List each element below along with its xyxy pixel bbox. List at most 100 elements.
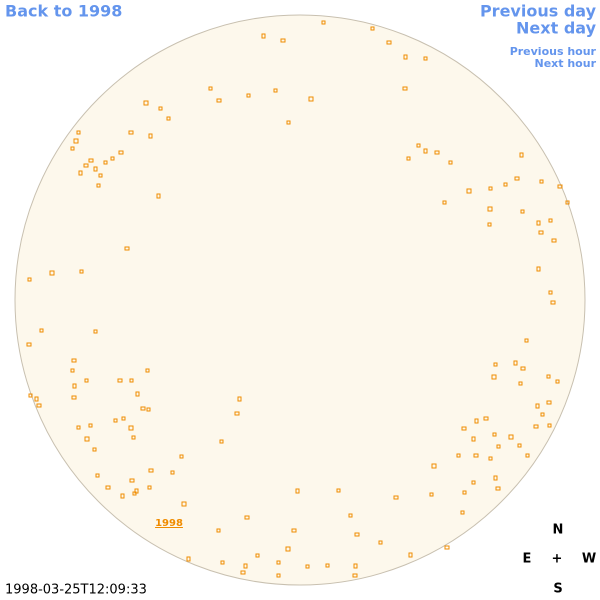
- active-region: [117, 378, 123, 383]
- active-region: [132, 491, 137, 496]
- active-region: [536, 266, 541, 272]
- active-region: [128, 425, 134, 431]
- active-region: [83, 163, 89, 168]
- active-region: [145, 368, 150, 373]
- active-region: [220, 560, 225, 565]
- active-region: [181, 501, 187, 507]
- active-region: [325, 563, 330, 568]
- active-region: [473, 453, 479, 458]
- active-region: [92, 447, 97, 452]
- disk-label-link[interactable]: 1998: [155, 518, 183, 529]
- active-region: [131, 435, 136, 440]
- active-region: [548, 218, 553, 223]
- active-region: [456, 453, 461, 458]
- active-region: [487, 206, 493, 212]
- active-region: [72, 383, 77, 389]
- active-region: [546, 374, 551, 379]
- active-region: [492, 432, 497, 437]
- active-region: [448, 160, 453, 165]
- active-region: [286, 120, 291, 125]
- active-region: [216, 98, 222, 103]
- active-region: [120, 493, 125, 499]
- active-region: [158, 106, 163, 111]
- active-region: [517, 443, 522, 448]
- active-region: [493, 362, 498, 367]
- active-region: [166, 116, 171, 121]
- active-region: [508, 434, 514, 440]
- active-region: [493, 475, 498, 481]
- active-region: [240, 570, 246, 575]
- active-region: [525, 453, 530, 458]
- active-region: [84, 378, 89, 383]
- active-region: [393, 495, 399, 500]
- active-region: [518, 381, 523, 386]
- active-region: [34, 396, 39, 402]
- active-region: [491, 374, 497, 380]
- active-region: [514, 176, 520, 181]
- active-region: [273, 88, 278, 93]
- compass-south: S: [553, 582, 562, 597]
- active-region: [121, 416, 126, 421]
- compass-east: E: [523, 552, 532, 567]
- active-region: [156, 193, 161, 199]
- active-region: [98, 173, 103, 178]
- active-region: [147, 485, 152, 490]
- active-region: [76, 425, 81, 430]
- active-region: [129, 478, 135, 483]
- active-region: [143, 100, 149, 106]
- active-region: [88, 423, 93, 428]
- active-region: [71, 358, 77, 363]
- back-link[interactable]: Back to 1998: [5, 2, 122, 21]
- previous-day-link[interactable]: Previous day: [480, 2, 597, 21]
- active-region: [70, 146, 75, 151]
- active-region: [540, 412, 545, 417]
- active-region: [538, 230, 544, 235]
- active-region: [403, 54, 408, 60]
- active-region: [513, 360, 518, 366]
- active-region: [295, 488, 300, 494]
- active-region: [105, 485, 111, 490]
- active-region: [471, 436, 476, 442]
- active-region: [483, 416, 489, 421]
- active-region: [474, 418, 479, 424]
- active-region: [466, 188, 472, 194]
- active-region: [244, 515, 250, 520]
- next-day-link[interactable]: Next day: [516, 19, 597, 38]
- active-region: [539, 179, 544, 184]
- active-region: [444, 545, 450, 550]
- active-region: [88, 158, 94, 163]
- next-hour-link[interactable]: Next hour: [535, 57, 597, 70]
- active-region: [547, 423, 552, 428]
- active-region: [352, 573, 358, 578]
- active-region: [429, 492, 434, 497]
- active-region: [93, 166, 98, 172]
- active-region: [170, 470, 175, 475]
- active-region: [103, 160, 108, 165]
- active-region: [488, 186, 493, 191]
- active-region: [276, 560, 281, 565]
- active-region: [140, 406, 146, 411]
- active-regions: [26, 20, 570, 578]
- active-region: [551, 238, 557, 243]
- active-region: [487, 222, 492, 227]
- active-region: [291, 528, 297, 533]
- active-region: [461, 426, 467, 431]
- active-region: [348, 513, 353, 518]
- active-region: [255, 553, 260, 558]
- active-region: [378, 540, 383, 545]
- active-region: [550, 300, 556, 305]
- previous-hour-link[interactable]: Previous hour: [510, 45, 597, 58]
- active-region: [148, 133, 153, 139]
- active-region: [557, 184, 563, 189]
- active-region: [39, 328, 44, 333]
- active-region: [548, 290, 553, 295]
- active-region: [555, 379, 560, 384]
- active-region: [503, 182, 508, 187]
- active-region: [135, 391, 140, 397]
- active-region: [276, 573, 281, 578]
- active-region: [84, 436, 90, 442]
- active-region: [118, 150, 124, 155]
- active-region: [27, 277, 32, 282]
- active-region: [423, 148, 428, 154]
